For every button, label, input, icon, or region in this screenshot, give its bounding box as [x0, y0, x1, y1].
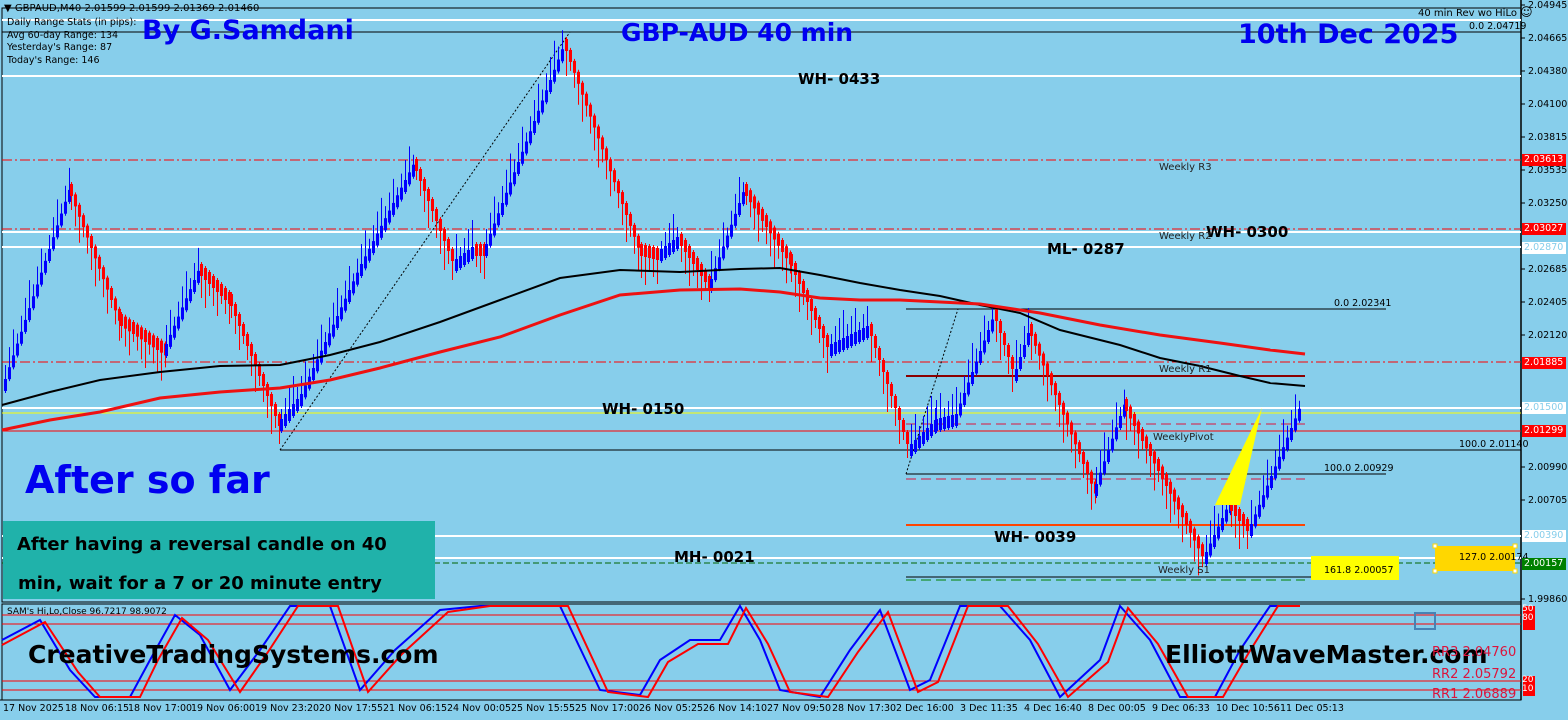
level-wh0150: WH- 0150 — [602, 400, 685, 418]
fib-mid-label: 0.0 2.02341 — [1334, 298, 1392, 309]
ma-slow — [1, 287, 1306, 432]
smiley-icon: ☺ — [1520, 5, 1533, 19]
ma-fast — [1, 266, 1306, 406]
time-tick: 19 Nov 23:20 — [255, 703, 320, 714]
osc-tag-50: 50 — [1522, 604, 1534, 614]
level-wh0039: WH- 0039 — [994, 528, 1077, 546]
time-tick: 11 Dec 05:13 — [1280, 703, 1344, 714]
dropdown-triangle-icon[interactable]: ▼ — [4, 3, 12, 14]
osc-tag-10: 10 — [1522, 684, 1534, 694]
after-so-far-title: After so far — [25, 458, 270, 502]
time-tick: 17 Nov 2025 — [3, 703, 64, 714]
price-tick: 2.03535 — [1528, 165, 1568, 176]
price-tick: 1.99860 — [1528, 594, 1568, 605]
fib-127-label[interactable]: 127.0 2.00174 — [1459, 552, 1529, 563]
price-tick: 2.04380 — [1528, 66, 1568, 77]
stats-title: Daily Range Stats (in pips): — [7, 17, 137, 28]
osc-tag-20: 20 — [1522, 675, 1534, 685]
time-tick: 10 Dec 10:56 — [1216, 703, 1280, 714]
date-title: 10th Dec 2025 — [1238, 19, 1459, 50]
stats-today: Today's Range: 146 — [7, 54, 100, 66]
candles — [4, 30, 1301, 576]
price-tag: 2.03027 — [1522, 223, 1566, 235]
symbol-ohlc: GBPAUD,M40 2.01599 2.01599 2.01369 2.014… — [14, 3, 260, 14]
time-tick: 19 Nov 06:00 — [191, 703, 256, 714]
price-tag: 2.03613 — [1522, 154, 1566, 166]
time-tick: 28 Nov 17:30 — [832, 703, 897, 714]
watermark-creative: CreativeTradingSystems.com — [28, 640, 439, 669]
price-tick: 2.02120 — [1528, 330, 1568, 341]
oscillator-red — [1, 605, 1300, 699]
fib-100a-label: 100.0 2.01140 — [1459, 439, 1529, 450]
pair-title: GBP-AUD 40 min — [621, 18, 854, 47]
time-tick: 26 Nov 05:25 — [639, 703, 704, 714]
window-icon[interactable] — [1414, 612, 1436, 630]
oscillator-blue — [1, 604, 1300, 699]
price-tag: 2.01299 — [1522, 425, 1566, 437]
weekly-r3-label: Weekly R3 — [1159, 162, 1212, 173]
stats-avg60: Avg 60-day Range: 134 — [7, 29, 119, 41]
rr2-label: RR2 2.05792 — [1432, 667, 1517, 682]
time-tick: 25 Nov 17:00 — [575, 703, 640, 714]
price-tag: 2.02870 — [1522, 242, 1566, 254]
price-tick: 2.03250 — [1528, 198, 1568, 209]
weekly-pivot-label: WeeklyPivot — [1153, 432, 1214, 443]
time-tick: 18 Nov 17:00 — [128, 703, 193, 714]
level-wh0433: WH- 0433 — [798, 70, 881, 88]
weekly-r2-label: Weekly R2 — [1159, 231, 1212, 242]
time-tick: 9 Dec 06:33 — [1152, 703, 1210, 714]
price-tick: 2.02405 — [1528, 297, 1568, 308]
watermark-elliott: ElliottWaveMaster.com — [1165, 640, 1488, 669]
price-tick: 2.02685 — [1528, 264, 1568, 275]
author-title: By G.Samdani — [142, 15, 354, 46]
level-mh0021: MH- 0021 — [674, 548, 755, 566]
fib-100b-label: 100.0 2.00929 — [1324, 463, 1394, 474]
level-wh0300: WH- 0300 — [1206, 223, 1289, 241]
price-tick: 2.03815 — [1528, 132, 1568, 143]
time-tick: 8 Dec 00:05 — [1088, 703, 1146, 714]
indicator-title: 40 min Rev wo HiLo ☺ — [1418, 5, 1533, 19]
price-tag: 2.01885 — [1522, 357, 1566, 369]
time-tick: 4 Dec 16:40 — [1024, 703, 1082, 714]
time-tick: 2 Dec 16:00 — [896, 703, 954, 714]
time-tick: 20 Nov 17:55 — [319, 703, 384, 714]
time-tick: 24 Nov 00:05 — [447, 703, 512, 714]
indicator-title-text: 40 min Rev wo HiLo — [1418, 8, 1517, 19]
time-tick: 21 Nov 06:15 — [383, 703, 448, 714]
symbol-header[interactable]: ▼ GBPAUD,M40 2.01599 2.01599 2.01369 2.0… — [4, 3, 259, 14]
price-tick: 2.04100 — [1528, 99, 1568, 110]
price-tag: 2.00157 — [1522, 558, 1566, 570]
range-stats: Daily Range Stats (in pips): Avg 60-day … — [7, 17, 136, 67]
oscillator-label: SAM's Hi,Lo,Close 96.7217 98.9072 — [7, 607, 167, 617]
weekly-s1-label: Weekly S1 — [1158, 565, 1210, 576]
rr3-label: RR3 2.04760 — [1432, 645, 1517, 660]
osc-tag-top: 50 80 — [1522, 605, 1533, 623]
fib-1618-label: 161.8 2.00057 — [1324, 565, 1394, 576]
note-line-1: After having a reversal candle on 40 — [17, 534, 387, 555]
time-tick: 25 Nov 15:55 — [511, 703, 576, 714]
price-tick: 2.04665 — [1528, 33, 1568, 44]
note-box — [3, 521, 435, 599]
note-line-2: min, wait for a 7 or 20 minute entry — [18, 573, 382, 594]
rr1-label: RR1 2.06889 — [1432, 687, 1517, 702]
osc-tag-bottom: 20 10 — [1522, 676, 1533, 694]
time-tick: 26 Nov 14:10 — [703, 703, 768, 714]
weekly-r1-label: Weekly R1 — [1159, 364, 1212, 375]
price-tick: 2.00990 — [1528, 462, 1568, 473]
level-ml0287: ML- 0287 — [1047, 240, 1125, 258]
time-tick: 3 Dec 11:35 — [960, 703, 1018, 714]
price-tag: 2.00390 — [1522, 530, 1566, 542]
fib-top-label: 0.0 2.04719 — [1469, 21, 1527, 32]
price-tick: 2.00705 — [1528, 495, 1568, 506]
time-tick: 27 Nov 09:50 — [767, 703, 832, 714]
time-tick: 18 Nov 06:15 — [65, 703, 130, 714]
osc-tag-80: 80 — [1522, 613, 1534, 623]
price-tick: 2.04945 — [1528, 0, 1568, 11]
stats-yesterday: Yesterday's Range: 87 — [7, 42, 113, 53]
price-tag: 2.01500 — [1522, 402, 1566, 414]
